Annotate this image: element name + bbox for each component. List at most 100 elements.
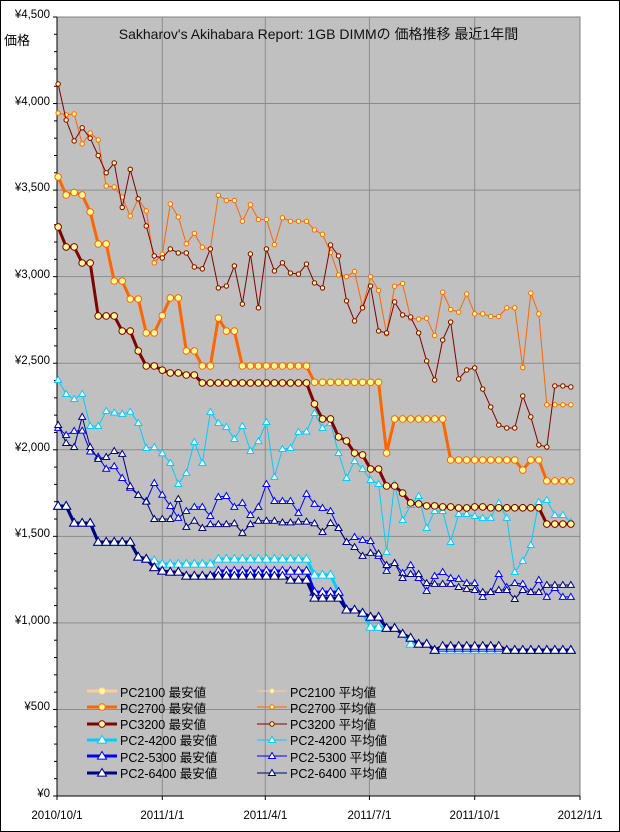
- data-point: [334, 433, 343, 441]
- data-point: [70, 243, 78, 251]
- data-point: [566, 592, 576, 600]
- data-point: [447, 319, 454, 325]
- data-point: [342, 473, 351, 481]
- x-tick-label: 2010/10/1: [31, 810, 83, 822]
- data-point: [94, 240, 102, 248]
- data-point: [366, 536, 375, 544]
- data-point: [278, 379, 287, 387]
- data-point: [470, 503, 479, 511]
- data-point: [238, 362, 247, 370]
- data-point: [103, 183, 109, 189]
- data-point: [238, 498, 247, 506]
- data-point: [382, 560, 391, 569]
- data-point: [157, 514, 167, 522]
- data-point: [286, 379, 295, 387]
- legend-item: PC2700 平均値: [256, 699, 376, 716]
- data-point: [301, 565, 312, 575]
- x-tick-label: 2011/4/1: [243, 810, 288, 822]
- data-point: [325, 592, 336, 602]
- y-tick-label: ¥1,000: [14, 614, 50, 627]
- data-point: [534, 575, 544, 583]
- data-point: [543, 477, 551, 485]
- data-point: [536, 311, 542, 317]
- data-point: [245, 570, 256, 580]
- data-point: [223, 283, 230, 289]
- data-point: [366, 465, 375, 473]
- data-point: [62, 243, 70, 251]
- data-point: [101, 452, 111, 460]
- data-point: [205, 511, 215, 520]
- data-point: [215, 192, 222, 199]
- data-point: [213, 519, 223, 528]
- data-point: [173, 479, 183, 488]
- y-tick-label: ¥0: [37, 788, 50, 800]
- data-point: [445, 640, 457, 650]
- data-point: [422, 586, 432, 594]
- legend-swatch-icon: [87, 734, 117, 744]
- data-point: [470, 511, 480, 520]
- data-point: [87, 135, 93, 141]
- data-point: [318, 503, 327, 511]
- data-point: [94, 312, 102, 320]
- data-point: [544, 444, 550, 450]
- series-PC3200-最安値: [54, 223, 575, 528]
- legend-swatch-icon: [257, 688, 287, 694]
- data-point: [454, 574, 464, 582]
- legend-item: PC2-6400 平均値: [256, 765, 387, 781]
- data-point: [239, 218, 246, 224]
- data-point: [470, 585, 480, 593]
- data-point: [478, 587, 488, 596]
- data-point: [54, 223, 62, 231]
- data-point: [438, 503, 447, 511]
- data-point: [422, 523, 432, 531]
- data-point: [302, 379, 311, 387]
- data-point: [182, 347, 191, 355]
- data-point: [502, 503, 511, 512]
- data-point: [317, 569, 328, 579]
- data-point: [294, 517, 303, 525]
- data-point: [180, 558, 192, 568]
- data-point: [358, 535, 367, 543]
- data-point: [510, 578, 520, 587]
- data-point: [254, 502, 263, 510]
- data-point: [302, 362, 311, 370]
- data-point: [350, 378, 359, 387]
- series-PC2700-平均値: [55, 110, 574, 408]
- data-point: [518, 585, 528, 593]
- data-point: [334, 448, 343, 457]
- data-point: [269, 570, 280, 580]
- data-point: [558, 592, 568, 600]
- y-tick-label: ¥500: [24, 701, 50, 714]
- data-point: [422, 502, 431, 510]
- data-point: [541, 644, 553, 654]
- data-point: [156, 565, 168, 575]
- data-point: [413, 638, 425, 648]
- data-point: [174, 294, 183, 302]
- legend-swatch-icon: [87, 750, 117, 760]
- data-point: [311, 227, 318, 233]
- data-point: [191, 264, 198, 270]
- data-point: [398, 573, 407, 582]
- y-tick-label: ¥2,000: [14, 441, 50, 454]
- data-point: [197, 458, 207, 466]
- data-point: [71, 138, 77, 144]
- x-tick-label: 2012/1/1: [557, 810, 603, 822]
- data-point: [455, 376, 462, 382]
- data-point: [254, 362, 263, 370]
- data-point: [311, 280, 318, 286]
- data-point: [100, 536, 112, 546]
- data-point: [85, 442, 95, 450]
- data-point: [358, 451, 367, 459]
- data-point: [535, 503, 543, 512]
- data-point: [79, 125, 85, 131]
- data-point: [520, 393, 526, 399]
- data-point: [510, 594, 520, 602]
- data-point: [199, 266, 206, 272]
- data-point: [167, 201, 173, 207]
- legend-marker: [267, 751, 277, 760]
- data-point: [318, 423, 327, 431]
- data-point: [278, 444, 287, 453]
- data-point: [294, 362, 303, 370]
- data-point: [287, 270, 294, 276]
- legend-marker: [269, 688, 275, 694]
